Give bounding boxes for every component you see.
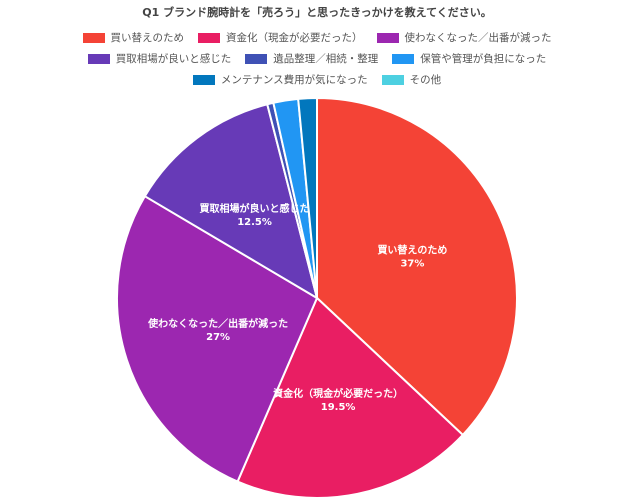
slice-percent-label: 12.5% [237,217,272,228]
legend-label: 買取相場が良いと感じた [115,53,232,65]
legend-item-cash[interactable]: 資金化（現金が必要だった） [198,30,363,45]
legend-label: 保管や管理が負担になった [420,53,547,65]
legend-item-estate[interactable]: 遺品整理／相続・整理 [245,51,378,66]
legend-swatch [245,53,268,64]
slice-percent-label: 37% [400,259,424,270]
legend-swatch [376,32,399,43]
legend-swatch [87,53,110,64]
legend-item-market-price[interactable]: 買取相場が良いと感じた [87,51,232,66]
legend-row-3: メンテナンス費用が気になった その他 [0,72,634,87]
legend-swatch [82,32,105,43]
legend-item-storage[interactable]: 保管や管理が負担になった [392,51,546,66]
legend-item-other[interactable]: その他 [381,72,442,87]
legend-item-unused[interactable]: 使わなくなった／出番が減った [376,30,552,45]
legend-swatch [381,74,404,85]
legend-label: 遺品整理／相続・整理 [273,53,379,65]
pie-slice[interactable] [316,96,518,437]
legend-row-2: 買取相場が良いと感じた 遺品整理／相続・整理 保管や管理が負担になった [0,51,634,66]
pie-slice[interactable] [143,103,319,301]
slice-percent-label: 27% [206,332,230,343]
legend-label: 使わなくなった／出番が減った [404,32,552,44]
legend-swatch [198,32,220,43]
slice-label: 使わなくなった／出番が減った [147,317,288,330]
pie-slice[interactable] [236,296,465,499]
legend-label: 買い替えのため [110,32,185,44]
legend-label: その他 [409,74,442,86]
legend-swatch [392,53,415,64]
legend-row-1: 買い替えのため 資金化（現金が必要だった） 使わなくなった／出番が減った [0,30,634,45]
pie-slice[interactable] [297,96,318,299]
legend-swatch [192,74,215,85]
slice-labels: 買い替えのため 37% 資金化（現金が必要だった） 19.5% 使わなくなった／出番が減… [147,202,447,413]
slice-label: 資金化（現金が必要だった） [273,387,403,400]
chart-title: Q1 ブランド腕時計を「売ろう」と思ったきっかけを教えてください。 [142,6,492,19]
slice-percent-label: 19.5% [321,402,356,413]
legend-item-replacement[interactable]: 買い替えのため [82,30,185,45]
legend-item-maintenance[interactable]: メンテナンス費用が気になった [192,72,368,87]
slice-label: 買取相場が良いと感じた [200,202,310,215]
legend-label: メンテナンス費用が気になった [220,74,368,86]
slice-label: 買い替えのため [377,244,447,257]
pie-slice[interactable] [116,194,319,483]
legend-label: 資金化（現金が必要だった） [226,32,363,44]
